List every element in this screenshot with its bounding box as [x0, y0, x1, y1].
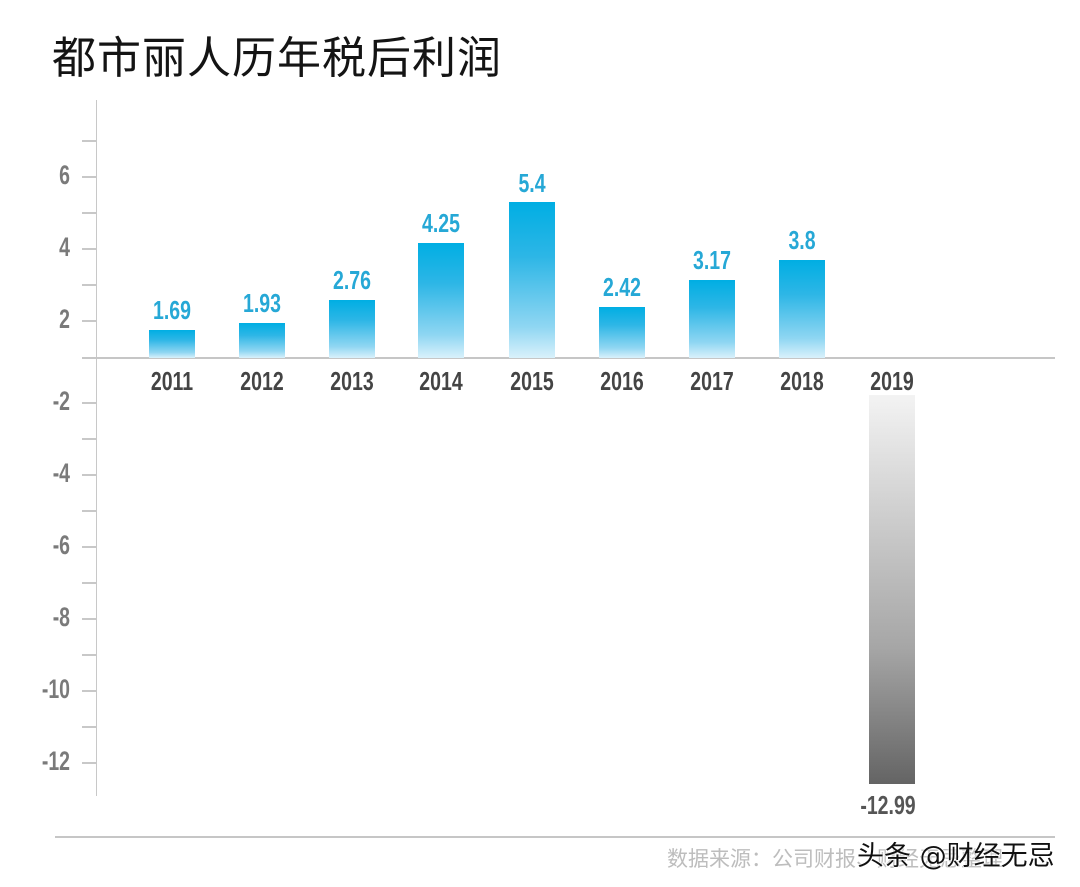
value-label: 1.93: [243, 288, 281, 318]
y-minor-tick: [82, 726, 96, 728]
x-tick-label: 2015: [510, 366, 554, 396]
y-minor-tick: [82, 510, 96, 512]
y-major-tick: [82, 402, 96, 404]
bar-2016[interactable]: [599, 307, 645, 358]
x-axis-zero-line: [82, 357, 1055, 359]
bar-2012[interactable]: [239, 323, 285, 358]
data-source-note: 数据来源：公司财报、财经无忌整理: [667, 847, 1003, 871]
y-minor-tick: [82, 140, 96, 142]
bar-2013[interactable]: [329, 300, 375, 358]
y-tick-label: 6: [59, 160, 70, 190]
bar-2014[interactable]: [418, 243, 464, 358]
y-tick-label: -6: [52, 530, 70, 560]
value-label: 5.4: [518, 168, 546, 198]
watermark: 头条 @财经无忌: [857, 841, 1055, 872]
x-tick-label: 2018: [780, 366, 824, 396]
y-tick-label: -4: [52, 458, 70, 488]
y-major-tick: [82, 176, 96, 178]
value-label: 1.69: [153, 295, 191, 325]
footer-divider: [55, 836, 1055, 838]
y-major-tick: [82, 762, 96, 764]
value-label: 2.76: [333, 265, 371, 295]
value-label: -12.99: [860, 790, 916, 820]
bar-2011[interactable]: [149, 330, 195, 358]
y-tick-label: -12: [41, 746, 70, 776]
bar-2019[interactable]: [869, 395, 915, 784]
value-label: 4.25: [422, 208, 460, 238]
y-minor-tick: [82, 582, 96, 584]
y-major-tick: [82, 618, 96, 620]
x-tick-label: 2013: [330, 366, 374, 396]
y-minor-tick: [82, 212, 96, 214]
bar-2015[interactable]: [509, 202, 555, 358]
y-major-tick: [82, 474, 96, 476]
x-tick-label: 2019: [870, 366, 914, 396]
bar-2017[interactable]: [689, 280, 735, 358]
y-tick-label: -10: [41, 674, 70, 704]
y-tick-label: -8: [52, 602, 70, 632]
x-tick-label: 2014: [419, 366, 463, 396]
y-major-tick: [82, 320, 96, 322]
chart-title: 都市丽人历年税后利润: [52, 33, 502, 84]
y-major-tick: [82, 546, 96, 548]
bar-2018[interactable]: [779, 260, 825, 358]
value-label: 2.42: [603, 272, 641, 302]
y-minor-tick: [82, 654, 96, 656]
y-tick-label: 4: [59, 232, 70, 262]
y-major-tick: [82, 690, 96, 692]
value-label: 3.8: [788, 225, 816, 255]
y-minor-tick: [82, 438, 96, 440]
value-label: 3.17: [693, 245, 731, 275]
x-tick-label: 2011: [150, 366, 194, 396]
y-tick-label: 2: [59, 304, 70, 334]
x-tick-label: 2017: [690, 366, 734, 396]
y-axis-line: [96, 100, 97, 796]
y-tick-label: -2: [52, 386, 70, 416]
x-tick-label: 2012: [240, 366, 284, 396]
y-minor-tick: [82, 284, 96, 286]
x-tick-label: 2016: [600, 366, 644, 396]
y-major-tick: [82, 248, 96, 250]
